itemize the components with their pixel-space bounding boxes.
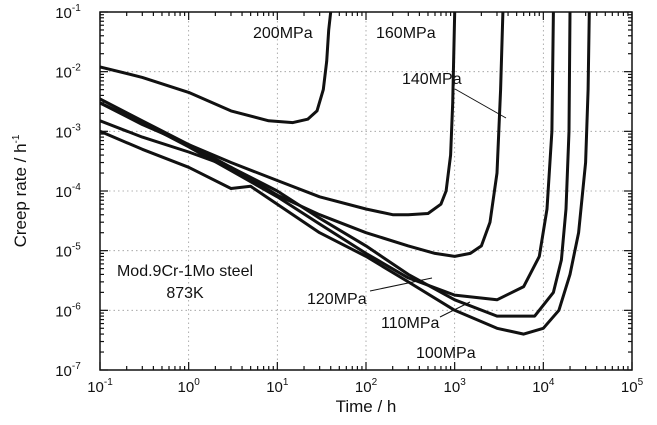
x-tick-exponent: 1	[283, 377, 289, 388]
series-label-140mpa: 140MPa	[402, 71, 462, 88]
x-tick-exponent: 2	[372, 377, 378, 388]
x-tick-exponent: 3	[460, 377, 466, 388]
axis-ticks	[99, 11, 633, 371]
x-tick-label: 101	[266, 377, 289, 396]
x-tick-label: 102	[355, 377, 378, 396]
series-label-200mpa: 200MPa	[253, 25, 313, 42]
x-tick-exponent: 5	[638, 377, 644, 388]
y-tick-base: 10	[55, 184, 72, 201]
y-tick-base: 10	[55, 5, 72, 22]
series-label-110mpa: 110MPa	[381, 315, 440, 332]
y-tick-base: 10	[55, 124, 72, 141]
leader-120mpa	[369, 277, 433, 292]
creep-curve-200mpa	[100, 12, 333, 125]
x-tick-label: 104	[532, 377, 555, 396]
y-tick-base: 10	[55, 303, 72, 320]
series-label-100mpa: 100MPa	[416, 345, 476, 362]
creep-curve-100mpa	[100, 12, 591, 336]
y-tick-label: 10-7	[55, 361, 81, 380]
x-tick-label: 10-1	[87, 377, 113, 396]
series-labels: 200MPa 160MPa 140MPa 120MPa 110MPa 100MPa	[253, 25, 476, 362]
x-axis-title: Time / h	[336, 397, 397, 416]
x-tick-base: 10	[266, 379, 283, 396]
x-tick-label: 103	[444, 377, 467, 396]
y-tick-label: 10-6	[55, 301, 81, 320]
x-tick-exponent: 4	[549, 377, 555, 388]
y-tick-exponent: -3	[72, 122, 81, 133]
temperature-annotation: 873K	[166, 285, 204, 302]
y-tick-exponent: -6	[72, 301, 81, 312]
y-tick-base: 10	[55, 363, 72, 380]
x-tick-label: 100	[178, 377, 201, 396]
y-tick-exponent: -7	[72, 361, 81, 372]
y-tick-label: 10-4	[55, 182, 81, 201]
y-tick-exponent: -1	[72, 3, 81, 14]
label-leaders	[369, 88, 507, 318]
x-tick-base: 10	[621, 379, 638, 396]
y-tick-label: 10-3	[55, 122, 81, 141]
y-tick-exponent: -2	[72, 63, 81, 74]
x-tick-base: 10	[532, 379, 549, 396]
creep-curve-140mpa	[100, 12, 505, 258]
y-axis-title: Creep rate / h-1	[11, 134, 30, 247]
y-tick-exponent: -5	[72, 242, 81, 253]
y-tick-base: 10	[55, 244, 72, 261]
x-tick-labels: 10-1 100 101 102 103 104 105	[87, 377, 643, 396]
series-label-160mpa: 160MPa	[376, 25, 436, 42]
x-tick-base: 10	[87, 379, 104, 396]
y-axis-title-exponent: -1	[11, 134, 22, 143]
y-tick-base: 10	[55, 65, 72, 82]
leader-140mpa	[454, 88, 507, 119]
y-tick-label: 10-2	[55, 63, 81, 82]
y-tick-labels: 10-710-610-510-410-310-210-1	[55, 3, 81, 380]
y-axis-title-text: Creep rate / h	[11, 143, 30, 247]
creep-curve-120mpa	[100, 12, 555, 302]
material-annotation: Mod.9Cr-1Mo steel	[117, 263, 253, 280]
y-tick-exponent: -4	[72, 182, 81, 193]
series-label-120mpa: 120MPa	[307, 291, 367, 308]
x-tick-exponent: -1	[104, 377, 113, 388]
x-tick-base: 10	[178, 379, 195, 396]
y-tick-label: 10-1	[55, 3, 81, 22]
leader-110mpa	[439, 301, 471, 318]
creep-curves	[100, 12, 591, 336]
x-tick-base: 10	[355, 379, 372, 396]
x-tick-label: 105	[621, 377, 644, 396]
creep-curve-110mpa	[100, 12, 572, 318]
x-tick-exponent: 0	[194, 377, 200, 388]
y-tick-label: 10-5	[55, 242, 81, 261]
x-tick-base: 10	[444, 379, 461, 396]
